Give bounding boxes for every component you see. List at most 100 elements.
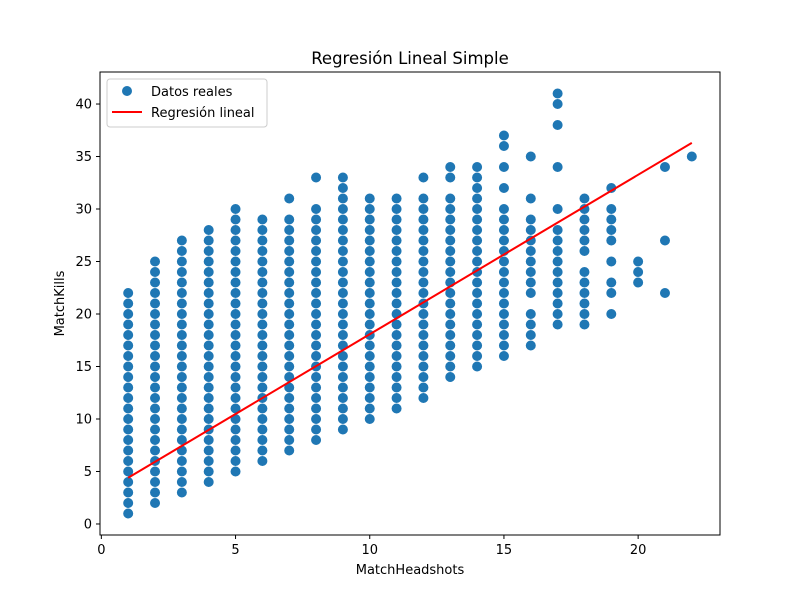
data-point <box>257 214 268 225</box>
legend-box <box>106 78 268 128</box>
data-point <box>150 371 161 382</box>
data-point <box>337 193 348 204</box>
data-point <box>257 329 268 340</box>
data-point <box>150 340 161 351</box>
data-point <box>150 319 161 330</box>
data-point <box>418 319 429 330</box>
data-point <box>552 88 563 99</box>
data-point <box>257 246 268 257</box>
data-point <box>364 214 375 225</box>
data-point <box>284 246 295 257</box>
data-point <box>364 371 375 382</box>
data-point <box>284 434 295 445</box>
data-point <box>445 340 456 351</box>
data-point <box>257 256 268 267</box>
data-point <box>418 288 429 299</box>
data-point <box>337 267 348 278</box>
data-point <box>418 235 429 246</box>
data-point <box>606 235 617 246</box>
data-point <box>633 277 644 288</box>
data-point <box>176 371 187 382</box>
data-point <box>472 340 483 351</box>
data-point <box>498 340 509 351</box>
data-point <box>311 246 322 257</box>
data-point <box>284 267 295 278</box>
data-point <box>230 329 241 340</box>
data-point <box>445 350 456 361</box>
data-point <box>203 329 214 340</box>
data-point <box>606 308 617 319</box>
data-point <box>606 183 617 194</box>
data-point <box>337 371 348 382</box>
data-point <box>498 141 509 152</box>
data-point <box>498 225 509 236</box>
data-point <box>472 288 483 299</box>
data-points <box>123 88 697 519</box>
data-point <box>337 204 348 215</box>
data-point <box>203 413 214 424</box>
legend-label-line: Regresión lineal <box>151 106 255 121</box>
data-point <box>230 424 241 435</box>
data-point <box>284 288 295 299</box>
data-point <box>176 455 187 466</box>
data-point <box>472 193 483 204</box>
data-point <box>579 193 590 204</box>
y-tick-label: 40 <box>75 98 92 113</box>
data-point <box>150 487 161 498</box>
data-point <box>418 267 429 278</box>
data-point <box>176 476 187 487</box>
x-axis-label: MatchHeadshots <box>356 563 465 578</box>
data-point <box>606 204 617 215</box>
data-point <box>552 162 563 173</box>
y-tick-label: 15 <box>75 360 92 375</box>
data-point <box>123 350 134 361</box>
data-point <box>203 340 214 351</box>
data-point <box>418 225 429 236</box>
data-point <box>150 434 161 445</box>
data-point <box>606 214 617 225</box>
data-point <box>150 497 161 508</box>
data-point <box>150 413 161 424</box>
data-point <box>337 329 348 340</box>
data-point <box>230 204 241 215</box>
data-point <box>337 235 348 246</box>
x-tick-label: 5 <box>231 543 239 558</box>
data-point <box>311 371 322 382</box>
data-point <box>123 455 134 466</box>
data-point <box>123 371 134 382</box>
data-point <box>284 329 295 340</box>
axes-frame <box>99 71 721 536</box>
data-point <box>445 172 456 183</box>
data-point <box>230 256 241 267</box>
data-point <box>150 403 161 414</box>
data-point <box>203 277 214 288</box>
data-point <box>176 267 187 278</box>
x-tick-label: 0 <box>97 543 105 558</box>
data-point <box>230 214 241 225</box>
data-point <box>337 298 348 309</box>
data-point <box>337 413 348 424</box>
data-point <box>364 193 375 204</box>
data-point <box>176 319 187 330</box>
data-point <box>498 288 509 299</box>
data-point <box>445 361 456 372</box>
data-point <box>552 267 563 278</box>
data-point <box>284 308 295 319</box>
data-point <box>525 151 536 162</box>
data-point <box>472 277 483 288</box>
data-point <box>364 298 375 309</box>
data-point <box>203 445 214 456</box>
data-point <box>176 277 187 288</box>
data-point <box>123 424 134 435</box>
data-point <box>284 277 295 288</box>
data-point <box>552 225 563 236</box>
data-point <box>203 466 214 477</box>
data-point <box>418 371 429 382</box>
data-point <box>284 214 295 225</box>
data-point <box>418 277 429 288</box>
legend: Datos reales Regresión lineal <box>106 78 268 128</box>
data-point <box>686 151 697 162</box>
data-point <box>257 225 268 236</box>
data-point <box>230 277 241 288</box>
data-point <box>203 434 214 445</box>
